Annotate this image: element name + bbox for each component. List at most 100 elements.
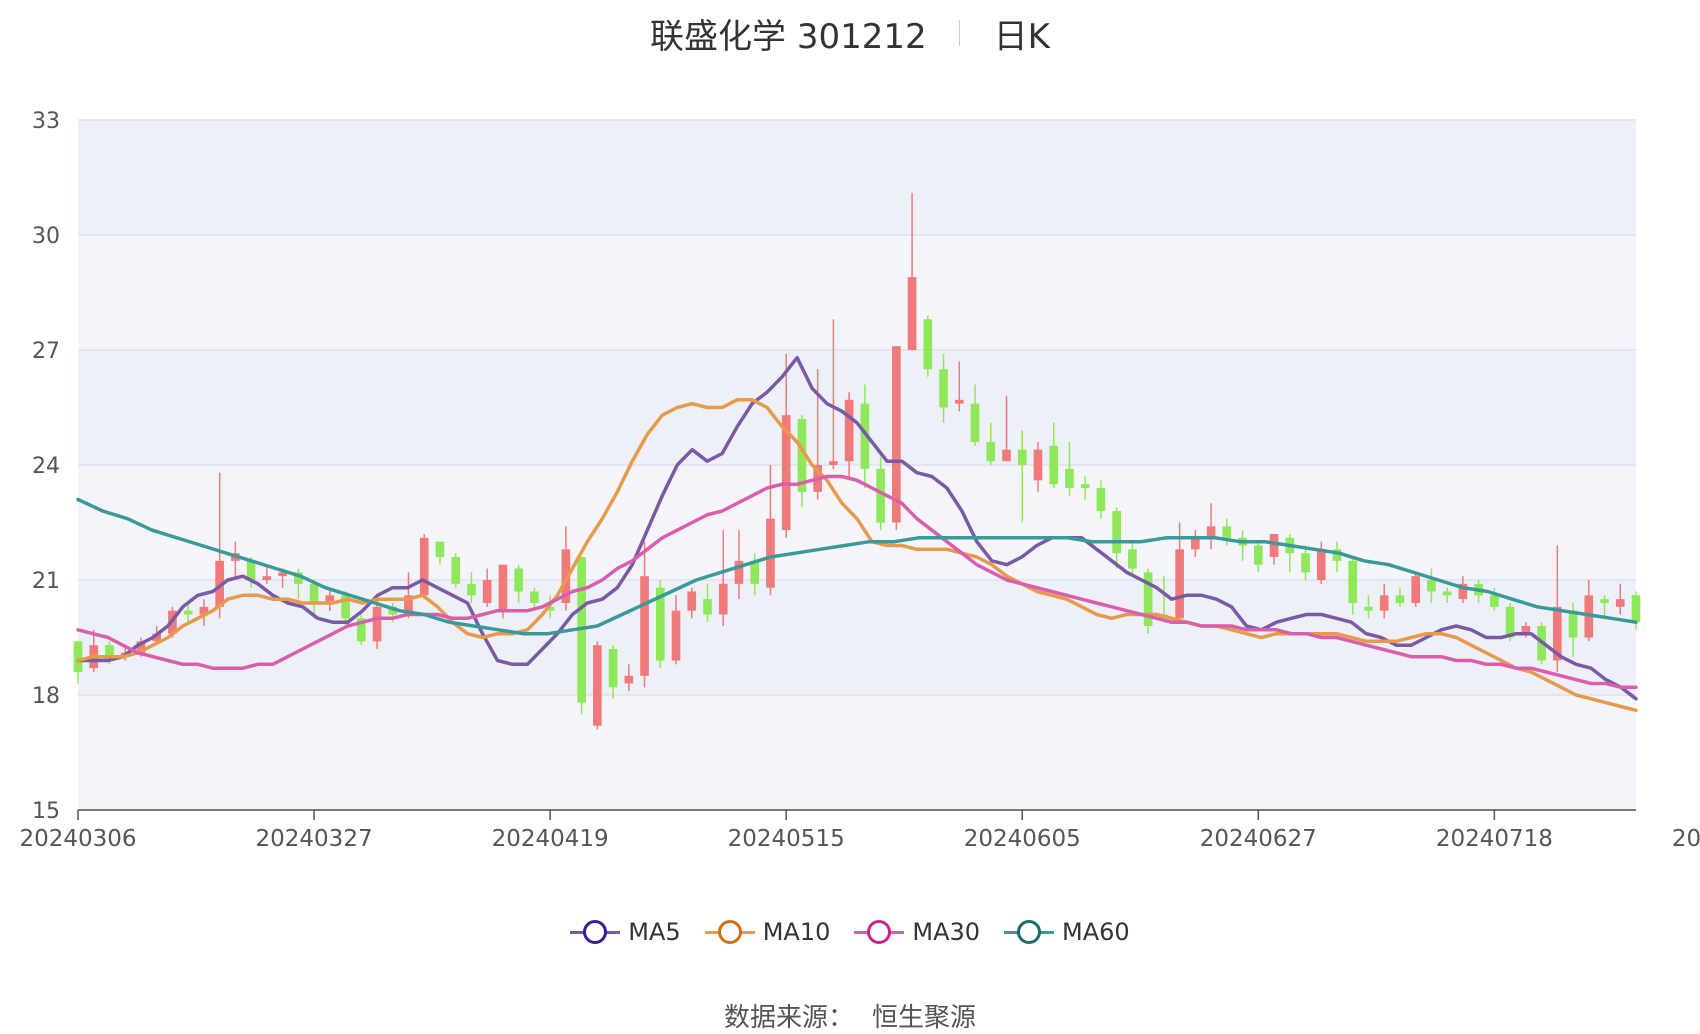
- candle-body: [435, 541, 445, 557]
- candle-body: [750, 560, 760, 584]
- candle-body: [561, 549, 571, 603]
- candle-body: [876, 468, 885, 523]
- candle-body: [1301, 553, 1310, 573]
- candle-body: [1080, 484, 1090, 488]
- plot-band: [78, 120, 1636, 235]
- y-tick-label: 30: [32, 224, 60, 249]
- y-tick-label: 18: [32, 684, 60, 709]
- x-tick-label: 20240306: [19, 826, 136, 852]
- period-label: 日K: [993, 16, 1050, 57]
- candle-body: [1033, 449, 1043, 481]
- candle-body: [293, 572, 303, 584]
- candle-body: [734, 560, 744, 584]
- plot-band: [78, 465, 1636, 580]
- x-tick-label: 20240605: [964, 826, 1081, 852]
- candle-body: [1096, 488, 1106, 511]
- title-separator: [958, 20, 960, 46]
- candle-body: [781, 415, 791, 531]
- series-line-ma60: [76, 497, 1638, 636]
- y-tick-label: 15: [32, 799, 60, 824]
- candle-body: [1206, 526, 1216, 538]
- candle-body: [718, 583, 728, 615]
- candle-body: [1364, 606, 1373, 611]
- candle-body: [1143, 572, 1153, 626]
- candle-body: [907, 277, 917, 350]
- plot-band: [78, 235, 1636, 350]
- candle-body: [608, 649, 618, 688]
- series-line-ma30: [76, 474, 1638, 690]
- candle-body: [183, 610, 193, 615]
- candle-body: [530, 591, 539, 603]
- candle-body: [1631, 595, 1641, 623]
- candle-body: [970, 403, 980, 442]
- candle-body: [451, 557, 461, 584]
- ma10-legend-icon: [704, 919, 755, 945]
- candle-body: [73, 641, 83, 672]
- candle-body: [356, 618, 366, 642]
- series-line-ma5: [76, 355, 1638, 701]
- candle-body: [1065, 468, 1074, 488]
- candle-body: [844, 399, 854, 462]
- candle-body: [687, 591, 697, 611]
- legend-item-ma60[interactable]: MA60: [1004, 918, 1130, 946]
- candle-body: [1568, 610, 1578, 638]
- candle-body: [892, 346, 901, 523]
- candle-body: [1490, 595, 1499, 607]
- candle-body: [655, 587, 665, 661]
- source-value: 恒生聚源: [872, 1003, 977, 1033]
- candle-body: [1017, 449, 1027, 465]
- candle-body: [1222, 526, 1232, 538]
- candle-body: [1521, 626, 1531, 634]
- y-tick-label: 24: [32, 454, 60, 479]
- candle-body: [309, 583, 319, 603]
- candle-body: [640, 576, 649, 676]
- candle-body: [1269, 534, 1279, 557]
- candle-body: [1427, 580, 1436, 592]
- chart-legend: MA5 MA10 MA30 MA60: [0, 918, 1700, 946]
- candle-body: [1191, 537, 1200, 550]
- y-tick-label: 33: [32, 109, 60, 134]
- candle-body: [498, 564, 508, 611]
- candle-body: [105, 645, 114, 661]
- candle-body: [545, 606, 555, 611]
- ma30-legend-icon: [854, 919, 905, 945]
- candle-body: [152, 633, 162, 642]
- candle-body: [1379, 595, 1389, 611]
- candle-body: [671, 610, 681, 661]
- candle-body: [860, 403, 870, 469]
- candle-body: [199, 606, 209, 615]
- x-tick-label: 20240419: [492, 826, 609, 852]
- candle-body: [1552, 606, 1562, 661]
- stock-title: 联盛化学 301212: [650, 16, 927, 57]
- candle-body: [1002, 449, 1011, 462]
- plot-band: [78, 695, 1636, 810]
- x-tick-label: 20240718: [1436, 826, 1553, 852]
- x-tick-label: 20240327: [256, 826, 373, 852]
- candlestick-chart: 15 18 21 24 27 30 33 20240306 20240327 20240419 20…: [19, 109, 1700, 852]
- candle-body: [419, 537, 429, 596]
- candle-body: [325, 595, 335, 603]
- candle-body: [278, 572, 287, 577]
- y-tick-label: 21: [32, 569, 60, 594]
- candle-body: [797, 419, 807, 492]
- candle-body: [1442, 591, 1452, 596]
- candle-body: [1316, 549, 1326, 580]
- legend-label-ma30: MA30: [912, 918, 981, 946]
- candle-body: [136, 641, 146, 653]
- candle-body: [1253, 545, 1263, 565]
- source-label: 数据来源：: [723, 1003, 854, 1033]
- candle-body: [954, 399, 964, 404]
- x-tick-label: 20240515: [728, 826, 845, 852]
- candle-body: [404, 595, 413, 615]
- legend-item-ma5[interactable]: MA5: [570, 918, 681, 946]
- legend-item-ma30[interactable]: MA30: [854, 918, 980, 946]
- candle-body: [624, 675, 634, 684]
- ma60-legend-icon: [1004, 919, 1055, 945]
- y-tick-label: 27: [32, 339, 60, 364]
- candle-body: [467, 583, 476, 596]
- legend-item-ma10[interactable]: MA10: [704, 918, 830, 946]
- candle-body: [372, 606, 382, 642]
- legend-label-ma60: MA60: [1062, 918, 1130, 946]
- data-source: 数据来源： 恒生聚源: [0, 997, 1700, 1034]
- x-tick-label: 20240627: [1200, 826, 1317, 852]
